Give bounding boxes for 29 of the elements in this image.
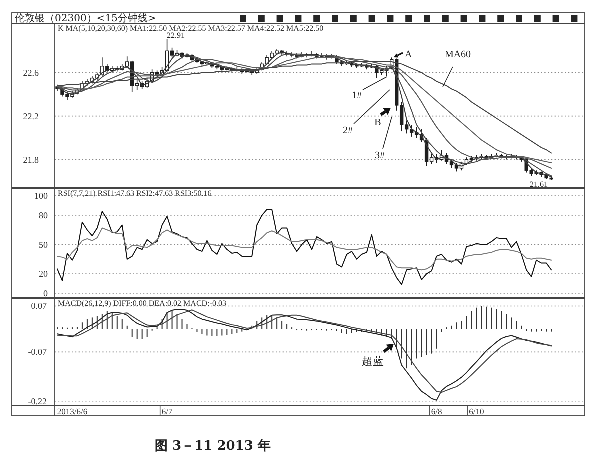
y-tick-label: 21.8: [23, 154, 40, 165]
annotation: 超蓝: [362, 355, 384, 368]
y-tick-label: 0.07: [31, 301, 48, 312]
y-tick-label: -0.07: [28, 347, 48, 358]
annotation: B: [374, 118, 382, 128]
y-tick-label: 0: [44, 288, 48, 299]
x-tick-label: 6/8: [431, 406, 442, 416]
chart-subtitle: K MA(5,10,20,30,60) MA1:22.50 MA2:22.55 MA3:22.57 MA4:22.52 MA5:22.50: [58, 24, 324, 33]
caption: 图 3－11 2013 年: [155, 439, 271, 454]
annotation: A: [405, 50, 413, 60]
y-tick-label: 20: [39, 269, 48, 280]
x-tick-label: 6/10: [469, 406, 484, 416]
annotation: 21.61: [530, 180, 548, 189]
chart-title: 伦敦银（02300）<15分钟线>: [15, 12, 156, 24]
chart-subtitle: MACD(26,12,9) DIFF:0.00 DEA:0.02 MACD:-0.03: [58, 299, 226, 308]
y-tick-label: -0.22: [28, 396, 47, 406]
y-tick-label: 50: [39, 240, 48, 250]
y-tick-label: 22.6: [23, 68, 40, 78]
y-tick-label: 80: [39, 210, 48, 221]
x-tick-label: 6/7: [162, 406, 173, 416]
y-tick-label: 22.2: [23, 111, 39, 122]
annotation: 2#: [343, 126, 353, 136]
annotation: MA60: [444, 50, 472, 60]
annotation: 22.91: [167, 31, 185, 40]
annotation: 3#: [375, 150, 385, 162]
x-tick-label: 2013/6/6: [57, 406, 88, 416]
y-tick-label: 100: [34, 191, 48, 202]
annotation: 1#: [352, 90, 362, 102]
chart-subtitle: RSI(7,7,21) RSI1:47.63 RSI2:47.63 RSI3:50.16: [58, 189, 212, 198]
